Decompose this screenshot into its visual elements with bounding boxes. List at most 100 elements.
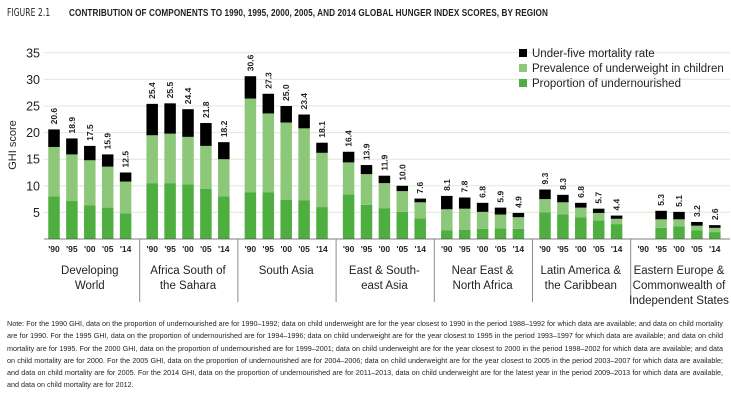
data-label-total: 5.7	[594, 192, 604, 204]
bar-segment-underweight	[709, 227, 721, 233]
region-label: Latin America &	[541, 265, 622, 277]
region-label: Near East &	[452, 265, 514, 277]
bar-segment-mortality	[575, 202, 587, 208]
y-tick-label: 15	[26, 153, 40, 167]
region-separators	[139, 239, 632, 302]
data-label-total: 2.6	[710, 208, 720, 220]
bar-segment-undernourished	[218, 196, 230, 239]
region-label: East & South-	[349, 265, 420, 277]
bar-segment-undernourished	[476, 228, 489, 239]
figure-number: FIGURE 2.1	[7, 7, 51, 19]
bar-segment-mortality	[146, 103, 158, 136]
x-tick-label: '90	[441, 244, 453, 254]
x-tick-label: '90	[637, 244, 649, 254]
legend-swatch-underweight	[519, 64, 527, 72]
bar-segment-undernourished	[458, 229, 471, 239]
data-label-total: 7.8	[460, 180, 470, 192]
bar-segment-undernourished	[655, 227, 667, 239]
ghi-stacked-bar-chart: 5 10 15 20 25 30 35 GHI score 20.6 18.9 17.5 15.9…	[7, 46, 730, 307]
x-tick-label: '14	[513, 244, 525, 254]
bar-segment-underweight	[512, 217, 525, 229]
data-label-total: 23.4	[299, 93, 309, 110]
bar-segment-mortality	[164, 103, 176, 134]
bar-segment-mortality	[244, 76, 257, 99]
bar-segment-underweight	[673, 219, 685, 227]
data-label-total: 5.3	[656, 194, 666, 206]
region-label: Developing	[61, 265, 119, 277]
bar-segment-underweight	[298, 128, 310, 201]
bar-segment-mortality	[539, 189, 551, 200]
y-tick-label: 10	[26, 179, 40, 193]
bar-segment-mortality	[182, 109, 194, 137]
x-tick-label: '05	[102, 244, 114, 254]
legend-label-mortality: Under-five mortality rate	[532, 48, 655, 60]
bar-segment-mortality	[342, 151, 355, 163]
bar-segment-mortality	[84, 145, 96, 161]
x-tick-label: '14	[218, 244, 230, 254]
bar-segment-underweight	[557, 202, 569, 215]
region-label: the Sahara	[160, 280, 217, 292]
data-label-total: 21.8	[201, 101, 211, 118]
data-label-total: 18.2	[219, 120, 229, 137]
data-label-total: 6.8	[576, 186, 586, 198]
region-label: Independent States	[629, 295, 729, 307]
bar-segment-underweight	[610, 218, 623, 225]
bar-segment-mortality	[512, 212, 525, 218]
bar-segment-undernourished	[146, 183, 158, 239]
data-label-total: 7.6	[415, 181, 425, 193]
y-axis-label: GHI score	[7, 120, 19, 170]
bar-segment-mortality	[218, 142, 230, 160]
bar-segment-undernourished	[512, 228, 525, 239]
bar-segment-mortality	[476, 202, 489, 212]
x-tick-label: '05	[495, 244, 507, 254]
bar-segment-mortality	[655, 210, 667, 220]
bar-segment-mortality	[262, 93, 275, 114]
bar-segment-undernourished	[164, 183, 176, 239]
data-label-total: 9.3	[540, 172, 550, 184]
bar-segment-undernourished	[592, 220, 605, 239]
data-label-total: 16.4	[344, 130, 354, 147]
x-tick-label: '05	[397, 244, 409, 254]
data-label-total: 30.6	[245, 54, 255, 71]
bar-segment-underweight	[164, 133, 176, 184]
data-label-total: 20.6	[49, 108, 59, 125]
bar-segment-undernourished	[691, 230, 703, 239]
x-tick-label: '00	[182, 244, 194, 254]
x-tick-label: '95	[263, 244, 275, 254]
data-label-total: 3.2	[692, 205, 702, 217]
bar-segment-mortality	[557, 194, 569, 203]
data-label-total: 5.9	[496, 191, 506, 203]
legend-label-underweight: Prevalence of underweight in children	[532, 63, 724, 75]
data-label-total: 8.1	[442, 179, 452, 191]
data-label-total: 25.0	[281, 84, 291, 101]
bar-segment-mortality	[378, 175, 391, 184]
data-label-total: 15.9	[103, 133, 113, 150]
data-label-total: 8.3	[558, 178, 568, 190]
bar-segment-mortality	[691, 221, 703, 226]
bar-segment-underweight	[342, 162, 355, 195]
bar-segment-mortality	[360, 165, 373, 175]
bar-segment-underweight	[691, 225, 703, 231]
bar-segment-mortality	[396, 185, 409, 192]
x-tick-label: '00	[575, 244, 587, 254]
x-tick-label: '00	[477, 244, 489, 254]
bar-segment-underweight	[262, 113, 275, 193]
data-label-total: 17.5	[85, 124, 95, 141]
bar-segment-mortality	[298, 114, 310, 129]
data-label-total: 25.4	[147, 82, 157, 99]
bar-segment-underweight	[48, 146, 60, 197]
legend-label-undernourished: Proportion of undernourished	[532, 78, 681, 90]
region-label: east Asia	[361, 280, 408, 292]
bar-segment-undernourished	[539, 212, 551, 239]
x-tick-label: '00	[84, 244, 96, 254]
bar-segment-undernourished	[182, 184, 194, 239]
bar-segment-undernourished	[378, 208, 391, 239]
legend: Under-five mortality rate Prevalence of u…	[519, 48, 724, 90]
bar-segment-mortality	[673, 211, 685, 220]
region-label: North Africa	[453, 280, 514, 292]
bar-segment-underweight	[200, 145, 212, 189]
bar-segment-undernourished	[575, 217, 587, 239]
bar-segment-underweight	[280, 122, 292, 200]
bar-segment-underweight	[316, 152, 328, 208]
y-tick-label: 35	[26, 46, 40, 60]
